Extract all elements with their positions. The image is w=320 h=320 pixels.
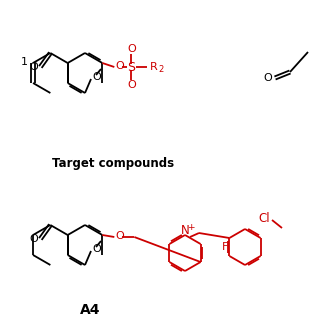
Text: N: N — [180, 225, 189, 237]
Text: O: O — [127, 80, 136, 90]
Text: O: O — [264, 73, 272, 83]
Text: Target compounds: Target compounds — [52, 156, 174, 170]
Text: S: S — [127, 60, 135, 74]
Text: R: R — [150, 62, 158, 72]
Text: O: O — [92, 72, 101, 82]
Text: O: O — [115, 231, 124, 241]
Text: O: O — [115, 61, 124, 71]
Text: +: + — [187, 223, 195, 233]
Text: O: O — [29, 62, 38, 72]
Text: O: O — [127, 44, 136, 54]
Text: O: O — [29, 234, 38, 244]
Text: A4: A4 — [80, 303, 100, 317]
Text: Cl: Cl — [258, 212, 270, 225]
Text: 1: 1 — [20, 57, 28, 67]
Text: 2: 2 — [158, 65, 164, 74]
Text: O: O — [92, 244, 101, 254]
Text: F: F — [222, 242, 228, 252]
